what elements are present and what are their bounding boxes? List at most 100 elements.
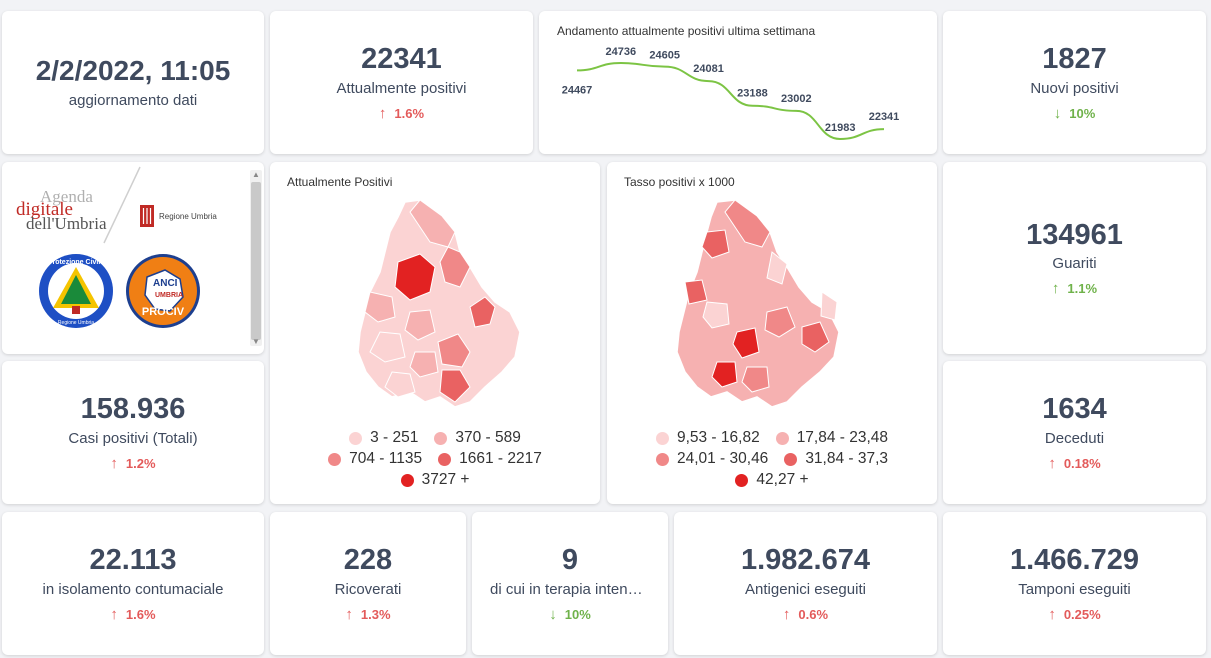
kpi-trend: ↓ 10%: [549, 607, 591, 622]
svg-text:PROCIV: PROCIV: [142, 306, 185, 318]
arrow-up-icon: ↑: [110, 454, 118, 472]
svg-text:Protezione Civile: Protezione Civile: [48, 259, 105, 266]
anci-umbria-prociv-logo: ANCI UMBRIA PROCIV: [126, 254, 200, 328]
legend-label: 3727 +: [421, 471, 470, 488]
legend-swatch: [349, 431, 363, 445]
kpi-value: 1.982.674: [740, 544, 870, 577]
legend-label: 42,27 +: [756, 471, 809, 488]
map-positivi-legend: 3 - 251 370 - 589 704 - 1135 1661 - 2217 372…: [270, 429, 600, 492]
kpi-trend-value: 1.2%: [125, 455, 156, 471]
umbria-map-positivi[interactable]: [270, 192, 600, 432]
regione-emblem-icon: [140, 205, 154, 227]
trend-chart-card: Andamento attualmente positivi ultima se…: [539, 11, 937, 154]
legend-swatch: [784, 452, 798, 466]
legend-swatch: [328, 452, 342, 466]
legend-label: 1661 - 2217: [459, 450, 542, 467]
arrow-down-icon: ↓: [549, 605, 557, 623]
kpi-label: Antigenici eseguiti: [745, 580, 866, 598]
kpi-trend-value: 0.18%: [1063, 455, 1101, 471]
legend-row: 9,53 - 16,82 17,84 - 23,48: [607, 429, 937, 447]
kpi-value: 228: [343, 544, 393, 577]
legend-item[interactable]: 1661 - 2217: [438, 450, 542, 468]
kpi-trend: ↑ 0.25%: [1048, 607, 1100, 622]
terapia-card: 9 di cui in terapia intensiva ↓ 10%: [472, 512, 668, 655]
legend-row: 704 - 1135 1661 - 2217: [270, 450, 600, 468]
deceduti-card: 1634 Deceduti ↑ 0.18%: [943, 361, 1206, 504]
trend-chart-title: Andamento attualmente positivi ultima se…: [557, 24, 816, 38]
kpi-trend-value: 1.6%: [394, 105, 425, 121]
legend-swatch: [775, 431, 789, 445]
map-positivi-card: Attualmente Positivi 3 - 251 370 - 589 704…: [270, 162, 600, 504]
kpi-value: 158.936: [80, 393, 186, 426]
kpi-trend-value: 1.3%: [360, 606, 391, 622]
scroll-up-icon[interactable]: ▲: [252, 170, 260, 179]
trend-data-label: 24736: [606, 46, 637, 58]
legend-label: 704 - 1135: [349, 450, 423, 467]
legend-item[interactable]: 3727 +: [400, 471, 470, 489]
kpi-trend: ↑ 1.3%: [345, 607, 390, 622]
kpi-trend: ↑ 0.6%: [783, 607, 828, 622]
arrow-up-icon: ↑: [378, 104, 387, 122]
attualmente-positivi-card: 22341 Attualmente positivi ↑ 1.6%: [270, 11, 533, 154]
arrow-down-icon: ↓: [1053, 104, 1062, 122]
arrow-up-icon: ↑: [110, 605, 118, 623]
kpi-value: 1634: [1042, 393, 1107, 426]
kpi-label: Casi positivi (Totali): [68, 429, 198, 447]
logos-scrollbar[interactable]: ▲ ▼: [250, 170, 262, 346]
svg-text:UMBRIA: UMBRIA: [155, 292, 183, 299]
kpi-label: Nuovi positivi: [1030, 79, 1119, 97]
update-label: aggiornamento dati: [68, 92, 198, 110]
legend-row: 42,27 +: [607, 471, 937, 489]
guariti-card: 134961 Guariti ↑ 1.1%: [943, 162, 1206, 354]
regione-umbria-logo: Regione Umbria: [140, 205, 217, 227]
kpi-trend-value: 10%: [1069, 105, 1096, 121]
legend-label: 3 - 251: [370, 429, 419, 446]
kpi-value: 22341: [361, 43, 442, 76]
trend-line-chart: 24467 24736 24605 24081 23188 23002 21983 22341: [562, 46, 900, 141]
legend-item[interactable]: 42,27 +: [735, 471, 809, 489]
arrow-up-icon: ↑: [782, 605, 791, 623]
kpi-label: Ricoverati: [334, 580, 402, 598]
legend-item[interactable]: 24,01 - 30,46: [655, 450, 768, 468]
legend-item[interactable]: 3 - 251: [349, 429, 418, 447]
kpi-trend: ↑ 1.6%: [110, 607, 155, 622]
trend-data-label: 24081: [693, 63, 724, 75]
kpi-trend-value: 1.1%: [1067, 281, 1098, 297]
ricoverati-card: 228 Ricoverati ↑ 1.3%: [270, 512, 466, 655]
agenda-digitale-logo: Agenda digitale dell'Umbria: [16, 187, 107, 233]
legend-item[interactable]: 17,84 - 23,48: [775, 429, 888, 447]
kpi-trend-value: 10%: [564, 606, 591, 622]
legend-row: 3727 +: [270, 471, 600, 489]
legend-item[interactable]: 370 - 589: [434, 429, 521, 447]
kpi-trend: ↑ 1.2%: [110, 456, 155, 471]
trend-data-label: 22341: [869, 111, 900, 123]
scroll-down-icon[interactable]: ▼: [252, 337, 260, 346]
kpi-trend: ↓ 10%: [1054, 106, 1096, 121]
casi-totali-card: 158.936 Casi positivi (Totali) ↑ 1.2%: [2, 361, 264, 504]
legend-label: 370 - 589: [455, 429, 521, 446]
kpi-label: Guariti: [1052, 255, 1097, 273]
legend-swatch: [434, 431, 448, 445]
arrow-up-icon: ↑: [345, 605, 353, 623]
logos-panel[interactable]: Agenda digitale dell'Umbria Regione Umbr…: [2, 162, 264, 354]
arrow-up-icon: ↑: [1048, 605, 1056, 623]
kpi-label: in isolamento contumaciale: [42, 580, 224, 598]
legend-item[interactable]: 704 - 1135: [328, 450, 422, 468]
legend-swatch: [735, 473, 749, 487]
umbria-map-tasso[interactable]: [607, 192, 937, 432]
map-tasso-legend: 9,53 - 16,82 17,84 - 23,48 24,01 - 30,46 31…: [607, 429, 937, 492]
legend-swatch: [655, 452, 669, 466]
arrow-up-icon: ↑: [1051, 280, 1060, 298]
arrow-up-icon: ↑: [1048, 454, 1056, 472]
kpi-value: 1.466.729: [1009, 544, 1139, 577]
svg-text:Regione Umbria: Regione Umbria: [58, 320, 94, 326]
legend-row: 24,01 - 30,46 31,84 - 37,3: [607, 450, 937, 468]
update-datetime: 2/2/2022, 11:05: [35, 54, 231, 86]
kpi-trend-value: 0.6%: [798, 606, 829, 622]
legend-swatch: [438, 452, 452, 466]
legend-item[interactable]: 9,53 - 16,82: [655, 429, 760, 447]
legend-item[interactable]: 31,84 - 37,3: [784, 450, 888, 468]
scrollbar-thumb[interactable]: [251, 182, 261, 340]
map-tasso-card: Tasso positivi x 1000 9,53 - 16,82 17,84 …: [607, 162, 937, 504]
kpi-trend: ↑ 1.6%: [379, 106, 424, 121]
